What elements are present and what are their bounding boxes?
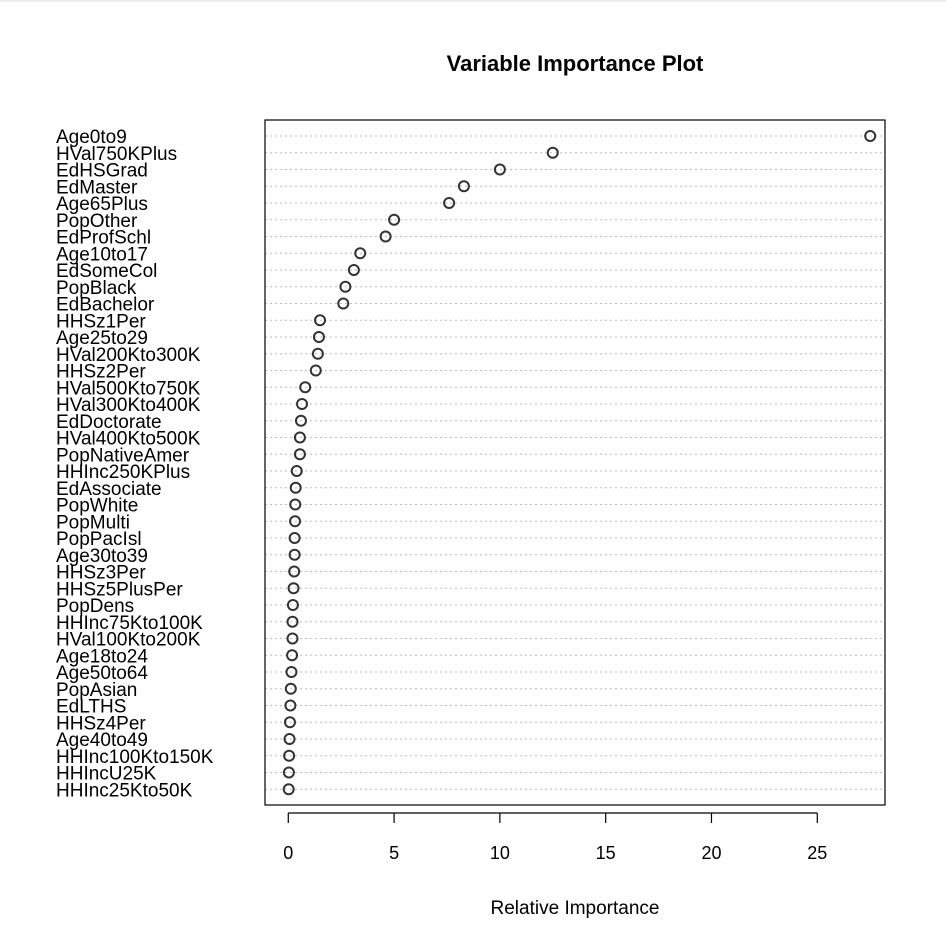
data-point <box>283 733 296 745</box>
y-tick-label: PopOther <box>56 211 138 232</box>
x-tick-label: 20 <box>701 843 721 863</box>
data-point <box>296 398 309 410</box>
y-tick-label: EdAssociate <box>56 479 162 500</box>
y-tick-label: HHSz4Per <box>56 713 146 734</box>
data-point <box>286 599 299 611</box>
data-point <box>290 465 303 477</box>
y-tick-label: HVal750KPlus <box>56 144 177 165</box>
data-point <box>457 180 470 193</box>
y-tick-label: HVal300Kto400K <box>56 395 201 416</box>
data-point <box>288 532 301 544</box>
data-point <box>354 247 367 260</box>
y-tick-label: PopBlack <box>56 278 137 299</box>
data-point <box>283 749 296 762</box>
y-tick-label: HHSz3Per <box>56 563 146 584</box>
data-point <box>282 783 295 796</box>
x-tick-label: 5 <box>389 843 399 863</box>
data-point <box>287 582 300 595</box>
y-tick-label: PopMulti <box>56 512 130 533</box>
chart-title: Variable Importance Plot <box>447 51 704 76</box>
data-point <box>286 632 299 645</box>
data-point <box>284 682 297 695</box>
data-point <box>293 431 306 444</box>
y-tick-label: HHInc250KPlus <box>56 462 190 483</box>
y-tick-label: HVal500Kto750K <box>56 378 201 399</box>
data-point <box>309 364 322 377</box>
y-tick-label: PopDens <box>56 596 134 617</box>
x-tick-label: 0 <box>283 843 293 863</box>
data-point <box>286 649 299 662</box>
y-tick-label: Age30to39 <box>56 546 148 567</box>
y-tick-label: EdProfSchl <box>56 228 151 249</box>
data-point <box>337 297 350 310</box>
data-point <box>312 331 325 343</box>
data-point <box>379 230 392 243</box>
x-tick-label: 10 <box>490 843 510 863</box>
data-point <box>285 666 298 678</box>
data-point <box>347 264 360 276</box>
y-tick-label: HVal400Kto500K <box>56 429 201 450</box>
data-point <box>289 515 302 528</box>
y-tick-label: Age50to64 <box>56 663 148 684</box>
x-tick-label: 25 <box>807 843 827 863</box>
data-point <box>388 213 401 226</box>
y-tick-label: EdSomeCol <box>56 261 157 282</box>
data-point <box>288 565 301 578</box>
y-tick-label: PopAsian <box>56 680 137 701</box>
y-tick-label: HHInc75Kto100K <box>56 613 203 634</box>
y-tick-label: PopNativeAmer <box>56 445 190 466</box>
y-tick-label: HHSz1Per <box>56 311 146 332</box>
y-tick-label: EdHSGrad <box>56 161 148 182</box>
y-tick-label: HHInc100Kto150K <box>56 747 214 768</box>
y-tick-label: PopWhite <box>56 496 138 517</box>
data-point <box>546 146 559 159</box>
data-point <box>282 766 295 779</box>
y-tick-label: Age65Plus <box>56 194 148 215</box>
y-tick-label: EdMaster <box>56 177 138 198</box>
y-tick-label: Age40to49 <box>56 730 148 751</box>
y-tick-label: HHInc25Kto50K <box>56 780 193 801</box>
y-tick-label: Age18to24 <box>56 646 148 667</box>
y-tick-label: HHIncU25K <box>56 764 157 785</box>
data-point <box>283 716 296 729</box>
y-tick-label: HVal200Kto300K <box>56 345 201 366</box>
x-tick-label: 15 <box>596 843 616 863</box>
y-tick-label: Age10to17 <box>56 244 148 265</box>
data-point <box>311 347 324 360</box>
data-point <box>864 130 877 142</box>
data-point <box>294 414 307 427</box>
y-tick-label: HHSz2Per <box>56 362 146 383</box>
data-point <box>288 548 301 561</box>
x-axis-label: Relative Importance <box>491 898 660 919</box>
y-tick-label: HVal100Kto200K <box>56 630 201 651</box>
y-tick-label: HHSz5PlusPer <box>56 579 183 600</box>
y-tick-label: EdBachelor <box>56 295 155 316</box>
plot-frame <box>264 119 886 806</box>
data-point <box>314 314 327 327</box>
data-point <box>443 197 456 209</box>
data-point <box>339 280 352 293</box>
data-point <box>289 481 302 494</box>
top-border <box>0 0 946 2</box>
data-point <box>284 699 297 712</box>
data-point <box>493 163 506 176</box>
y-tick-label: EdDoctorate <box>56 412 162 433</box>
y-tick-label: Age0to9 <box>56 127 127 148</box>
data-point <box>293 448 306 461</box>
y-tick-label: EdLTHS <box>56 697 126 718</box>
data-point <box>289 498 302 511</box>
y-tick-label: Age25to29 <box>56 328 148 349</box>
data-point <box>286 615 299 628</box>
y-tick-label: PopPacIsl <box>56 529 142 550</box>
data-point <box>299 381 312 394</box>
